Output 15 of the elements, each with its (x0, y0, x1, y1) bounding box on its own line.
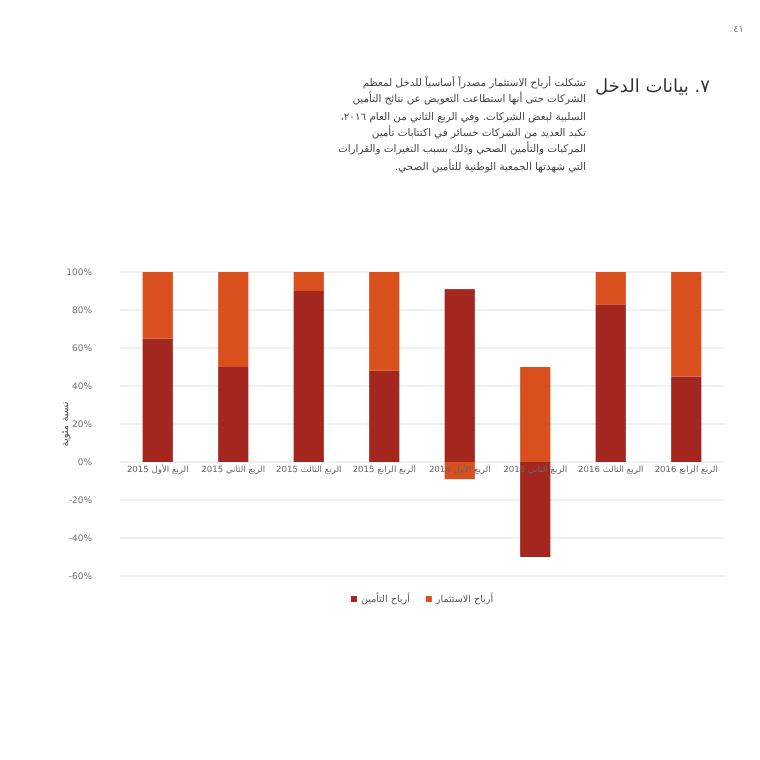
bar (218, 367, 249, 462)
bar (444, 289, 475, 462)
bar (293, 291, 324, 462)
bar (142, 338, 173, 462)
bar (142, 272, 173, 339)
bar (369, 370, 400, 462)
chart-title: ٧. بيانات الدخل (595, 78, 711, 98)
bar (293, 272, 324, 291)
bar (671, 376, 702, 462)
bar (595, 304, 626, 462)
bar (595, 272, 626, 305)
bar (369, 272, 400, 371)
bar (218, 272, 249, 367)
bar (671, 272, 702, 377)
bar (520, 367, 551, 462)
